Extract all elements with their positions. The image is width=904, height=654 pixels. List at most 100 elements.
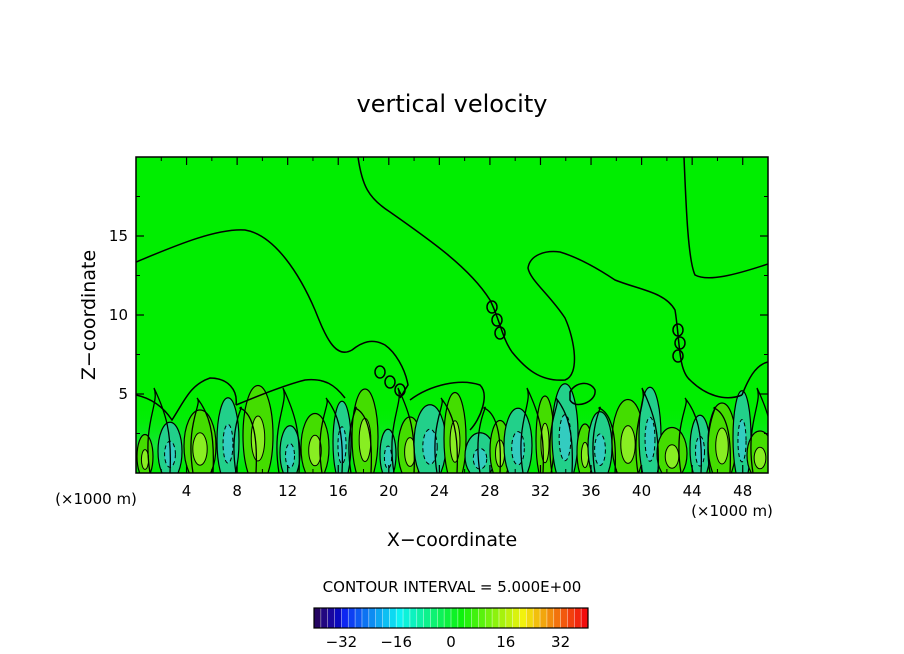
colorbar-swatch xyxy=(403,608,411,628)
colorbar-swatch xyxy=(451,608,459,628)
colorbar-swatch xyxy=(361,608,370,628)
contour-cell-core xyxy=(620,425,636,464)
colorbar-swatch xyxy=(519,608,527,628)
contour-cell-core xyxy=(285,443,295,469)
contour-cell-core xyxy=(695,435,705,467)
contour-cell-core xyxy=(250,415,266,462)
y-tick-label: 15 xyxy=(109,227,128,245)
colorbar-swatch xyxy=(334,608,342,628)
contour-cell-core xyxy=(222,423,234,464)
colorbar-tick-label: 0 xyxy=(446,633,456,651)
colorbar-frame xyxy=(313,607,589,629)
x-axis: 4 8 12 16 20 24 28 32 36 40 44 48 xyxy=(160,157,752,500)
colorbar-swatch xyxy=(492,608,500,628)
contour-plume xyxy=(190,397,215,473)
contour-cell-core xyxy=(308,434,322,467)
contour-cell-core xyxy=(715,427,729,465)
contour-interval: CONTOUR INTERVAL = 5.000E+00 xyxy=(323,578,582,596)
contour-plume xyxy=(592,406,617,473)
contour-line xyxy=(357,157,743,399)
contour-plume xyxy=(549,397,574,473)
contour-plume xyxy=(520,387,545,473)
contour-cell-core xyxy=(192,432,208,466)
contour-cell-core xyxy=(358,417,372,463)
contour-cell-core xyxy=(511,431,525,466)
contour-line xyxy=(683,157,768,279)
x-tick-label: 24 xyxy=(430,482,449,500)
colorbar-swatch xyxy=(382,608,390,628)
contour-line xyxy=(235,378,346,406)
contour-label-oval xyxy=(672,349,684,363)
colorbar-tick-label: 32 xyxy=(551,633,570,651)
colorbar-ticks: −32 −16 0 16 32 xyxy=(326,633,571,651)
contour-plume xyxy=(391,387,416,473)
colorbar-swatch xyxy=(341,608,349,628)
colorbar-swatch xyxy=(498,608,507,628)
contour-label-oval xyxy=(486,300,498,314)
colorbar-swatch xyxy=(560,608,568,628)
colorbar-swatch xyxy=(581,608,589,628)
colorbar-swatch xyxy=(485,608,493,628)
plot-field xyxy=(136,157,768,473)
contour-line xyxy=(136,377,237,422)
colorbar-swatch xyxy=(505,608,514,628)
x-tick-label: 8 xyxy=(232,482,242,500)
x-unit-right: (×1000 m) xyxy=(691,502,773,520)
colorbar-swatch xyxy=(423,608,431,628)
colorbar-swatch xyxy=(553,608,562,628)
contour-label-oval xyxy=(674,336,686,350)
x-tick-label: 20 xyxy=(379,482,398,500)
x-tick-label: 12 xyxy=(278,482,297,500)
colorbar-swatch xyxy=(546,608,555,628)
contour-plume xyxy=(434,397,459,473)
contour-plume xyxy=(233,406,258,473)
contour-label-oval xyxy=(494,326,506,340)
colorbar-swatch xyxy=(389,608,397,628)
colorbar-swatch xyxy=(464,608,473,628)
x-tick-label: 4 xyxy=(182,482,192,500)
contour-plume xyxy=(348,406,373,473)
x-tick-label: 28 xyxy=(480,482,499,500)
x-tick-label: 36 xyxy=(581,482,600,500)
contour-plume xyxy=(147,387,172,473)
colorbar-swatch xyxy=(444,608,452,628)
colorbar-swatch xyxy=(567,608,575,628)
colorbar xyxy=(313,607,589,629)
contour-plume xyxy=(477,406,502,473)
contour-cell-core xyxy=(737,419,747,463)
contour-label-oval xyxy=(491,313,503,327)
colorbar-tick-label: −16 xyxy=(380,633,412,651)
contour-cell-core xyxy=(383,445,393,469)
colorbar-swatch xyxy=(574,608,582,628)
contour-cell-core xyxy=(594,433,606,466)
x-tick-label: 16 xyxy=(329,482,348,500)
colorbar-swatch xyxy=(533,608,541,628)
contour-label-oval xyxy=(374,365,386,379)
y-axis: 5 10 15 xyxy=(109,196,768,434)
colorbar-swatch xyxy=(355,608,363,628)
colorbar-swatch xyxy=(430,608,438,628)
contour-cell-core xyxy=(664,444,680,469)
colorbar-swatch xyxy=(409,608,418,628)
contour-label-oval xyxy=(384,375,396,389)
contour-cell-core xyxy=(558,414,572,462)
colorbar-swatch xyxy=(396,608,404,628)
contour-plume xyxy=(635,387,660,473)
colorbar-swatch xyxy=(416,608,425,628)
colorbar-swatch xyxy=(314,608,322,628)
contour-plume xyxy=(276,387,301,473)
contour-plume xyxy=(707,406,732,473)
colorbar-swatch xyxy=(375,608,383,628)
updraft-blobs xyxy=(136,383,768,473)
colorbar-swatch xyxy=(471,608,479,628)
contour-ovals xyxy=(374,300,686,397)
contour-line xyxy=(741,361,768,396)
contour-label-oval xyxy=(672,323,684,337)
colorbar-swatch xyxy=(368,608,377,628)
x-tick-label: 40 xyxy=(632,482,651,500)
contour-cell-core xyxy=(644,416,656,462)
colorbar-swatch xyxy=(437,608,445,628)
colorbar-swatch xyxy=(478,608,486,628)
colorbar-swatch xyxy=(512,608,520,628)
